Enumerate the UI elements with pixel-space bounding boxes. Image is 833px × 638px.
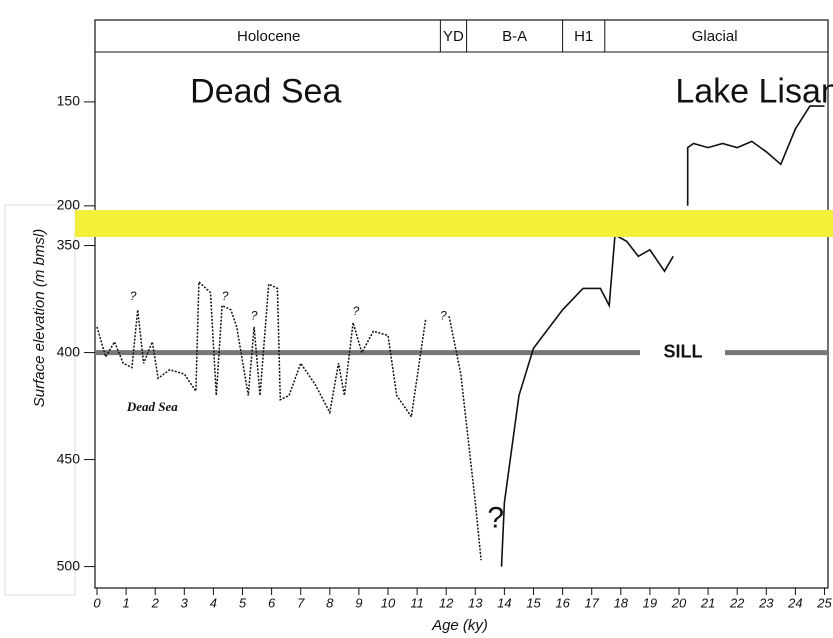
region-label: Lake Lisan: [675, 73, 833, 111]
x-tick-label: 13: [468, 595, 483, 610]
period-label: YD: [443, 28, 464, 45]
x-tick-label: 11: [410, 595, 424, 610]
y-tick-label: 500: [57, 557, 81, 573]
x-tick-label: 24: [787, 595, 802, 610]
y-tick-label: 400: [57, 343, 81, 359]
y-tick-label: 450: [57, 450, 81, 466]
x-tick-label: 18: [614, 595, 629, 610]
x-tick-label: 6: [268, 595, 276, 610]
question-mark: ?: [487, 501, 504, 534]
period-label: Holocene: [237, 28, 300, 45]
data-line: [500, 233, 674, 567]
x-tick-label: 20: [671, 595, 687, 610]
question-mark: ?: [222, 289, 229, 303]
x-tick-label: 8: [326, 595, 334, 610]
x-tick-label: 22: [729, 595, 745, 610]
question-mark: ?: [440, 308, 447, 322]
ylabel-box: [4, 204, 76, 596]
x-tick-label: 23: [758, 595, 774, 610]
period-label: B-A: [502, 28, 527, 45]
x-tick-label: 7: [297, 595, 305, 610]
question-mark: ?: [251, 308, 258, 322]
y-tick-label: 200: [57, 197, 81, 213]
period-label: H1: [574, 28, 593, 45]
question-mark: ?: [130, 289, 137, 303]
x-tick-label: 1: [122, 595, 129, 610]
x-tick-label: 0: [93, 595, 101, 610]
x-tick-label: 19: [643, 595, 657, 610]
y-tick-label: 150: [57, 93, 81, 109]
note-label: Dead Sea: [126, 399, 178, 414]
data-line: [686, 105, 825, 206]
x-tick-label: 4: [210, 595, 217, 610]
x-tick-label: 15: [526, 595, 541, 610]
x-tick-label: 5: [239, 595, 247, 610]
y-axis-title: Surface elevation (m bmsl): [31, 229, 48, 407]
x-tick-label: 2: [151, 595, 160, 610]
question-mark: ?: [353, 304, 360, 318]
x-tick-label: 3: [181, 595, 189, 610]
x-tick-label: 10: [381, 595, 396, 610]
x-axis-title: Age (ky): [431, 617, 488, 634]
x-tick-label: 12: [439, 595, 454, 610]
period-label: Glacial: [692, 28, 738, 45]
x-tick-label: 21: [700, 595, 715, 610]
x-tick-label: 14: [497, 595, 511, 610]
y-tick-label: 350: [57, 236, 81, 252]
x-tick-label: 9: [355, 595, 362, 610]
sill-label: SILL: [664, 341, 703, 361]
x-tick-label: 25: [816, 595, 832, 610]
x-tick-label: 16: [555, 595, 570, 610]
region-label: Dead Sea: [190, 73, 341, 111]
x-tick-label: 17: [584, 595, 599, 610]
plot-frame: [94, 19, 829, 589]
axis-break-band: [75, 210, 833, 237]
data-line: [96, 280, 482, 561]
